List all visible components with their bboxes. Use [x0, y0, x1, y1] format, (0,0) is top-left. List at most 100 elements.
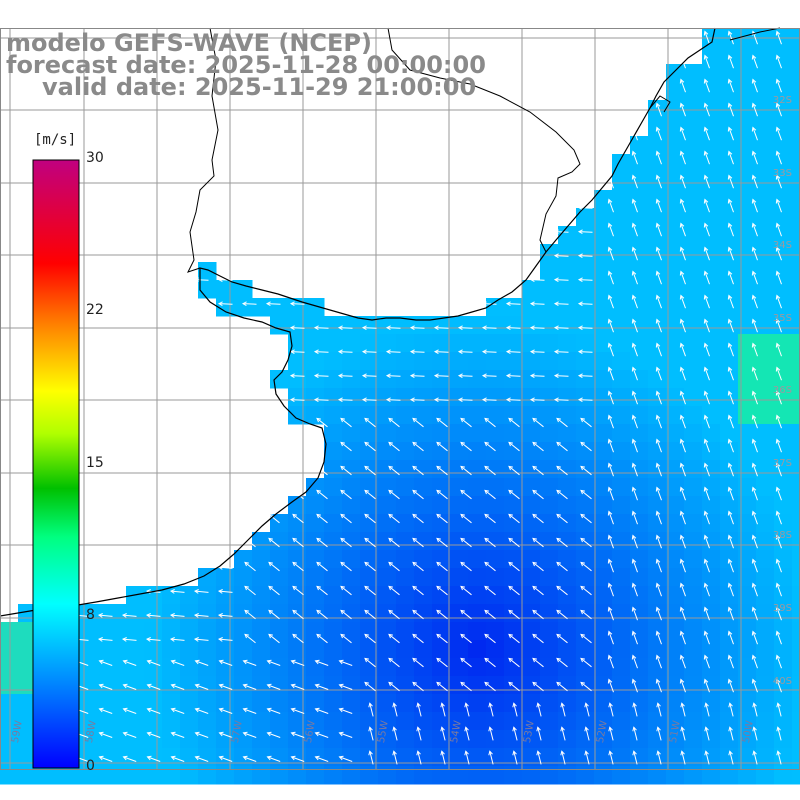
- sea-cell: [126, 658, 145, 677]
- sea-cell: [414, 748, 433, 767]
- wind-arrow: [289, 325, 305, 331]
- sea-cell: [684, 190, 703, 209]
- sea-cell: [486, 568, 505, 587]
- sea-cell: [414, 424, 433, 443]
- wind-arrow: [512, 726, 518, 741]
- wind-arrow: [679, 510, 686, 525]
- sea-cell: [216, 586, 235, 605]
- wind-arrow: [679, 558, 686, 573]
- sea-cell: [648, 316, 667, 335]
- wind-arrow: [194, 659, 209, 666]
- wind-arrow: [751, 150, 758, 165]
- wind-arrow: [460, 465, 472, 476]
- sea-cell: [414, 712, 433, 731]
- sea-cell: [414, 658, 433, 677]
- lat-label: 38S: [772, 530, 792, 541]
- sea-cell: [558, 550, 577, 569]
- wind-arrow: [775, 438, 782, 453]
- sea-cell: [756, 136, 775, 155]
- sea-cell: [756, 334, 775, 353]
- sea-cell: [756, 352, 775, 371]
- sea-cell: [522, 586, 541, 605]
- wind-arrow: [727, 270, 734, 285]
- wind-arrow: [703, 78, 710, 93]
- sea-cell: [612, 658, 631, 677]
- sea-cell: [126, 730, 145, 749]
- sea-cell: [504, 316, 523, 335]
- sea-cell: [576, 478, 595, 497]
- sea-cell: [18, 712, 37, 731]
- sea-cell: [486, 748, 505, 767]
- sea-cell: [756, 442, 775, 461]
- sea-cell: [18, 658, 37, 677]
- wind-arrow: [268, 561, 280, 572]
- sea-cell: [288, 586, 307, 605]
- sea-cell: [486, 730, 505, 749]
- sea-cell: [612, 172, 631, 191]
- sea-cell: [378, 766, 397, 785]
- sea-cell: [270, 586, 289, 605]
- sea-cell: [342, 712, 361, 731]
- sea-cell: [306, 712, 325, 731]
- sea-cell: [648, 730, 667, 749]
- sea-cell: [378, 316, 397, 335]
- sea-cell: [666, 712, 685, 731]
- wind-arrow: [631, 174, 638, 189]
- sea-cell: [576, 766, 595, 785]
- sea-cell: [666, 244, 685, 263]
- wind-arrow: [268, 513, 280, 524]
- wind-arrow: [460, 633, 472, 644]
- sea-cell: [234, 550, 253, 569]
- wind-arrow: [727, 462, 734, 477]
- wind-arrow: [679, 462, 686, 477]
- sea-cell: [414, 694, 433, 713]
- wind-arrow: [703, 630, 710, 645]
- sea-cell: [774, 766, 793, 785]
- wind-arrow: [484, 465, 496, 476]
- wind-arrow: [679, 582, 686, 597]
- sea-cell: [504, 586, 523, 605]
- sea-cell: [378, 730, 397, 749]
- sea-cell: [522, 658, 541, 677]
- sea-cell: [684, 172, 703, 191]
- sea-cell: [558, 532, 577, 551]
- sea-cell: [378, 460, 397, 479]
- wind-arrow: [457, 349, 473, 355]
- wind-arrow: [385, 325, 401, 331]
- wind-arrow: [316, 561, 328, 572]
- wind-arrow: [631, 294, 638, 309]
- wind-arrow: [266, 659, 281, 666]
- sea-cell: [594, 316, 613, 335]
- sea-cell: [648, 388, 667, 407]
- sea-cell: [666, 406, 685, 425]
- wind-arrow: [242, 755, 257, 762]
- sea-cell: [630, 280, 649, 299]
- sea-cell: [756, 478, 775, 497]
- wind-arrow: [752, 726, 758, 741]
- wind-arrow: [580, 465, 592, 476]
- wind-arrow: [97, 637, 113, 642]
- sea-cell: [270, 550, 289, 569]
- sea-cell: [432, 766, 451, 785]
- sea-cell: [630, 586, 649, 605]
- wind-arrow: [751, 630, 758, 645]
- sea-cell: [504, 406, 523, 425]
- wind-arrow: [122, 683, 137, 690]
- wind-arrow: [313, 349, 329, 355]
- sea-cell: [396, 550, 415, 569]
- sea-cell: [720, 694, 739, 713]
- sea-cell: [792, 262, 800, 281]
- sea-cell: [432, 622, 451, 641]
- wind-arrow: [98, 683, 113, 690]
- sea-cell: [396, 712, 415, 731]
- sea-cell: [18, 694, 37, 713]
- sea-cell: [216, 568, 235, 587]
- wind-arrow: [392, 750, 398, 765]
- wind-arrow: [529, 301, 545, 307]
- wind-arrow: [631, 222, 638, 237]
- sea-cell: [342, 460, 361, 479]
- sea-cell: [522, 298, 541, 317]
- sea-cell: [522, 604, 541, 623]
- sea-cell: [360, 514, 379, 533]
- sea-cell: [324, 424, 343, 443]
